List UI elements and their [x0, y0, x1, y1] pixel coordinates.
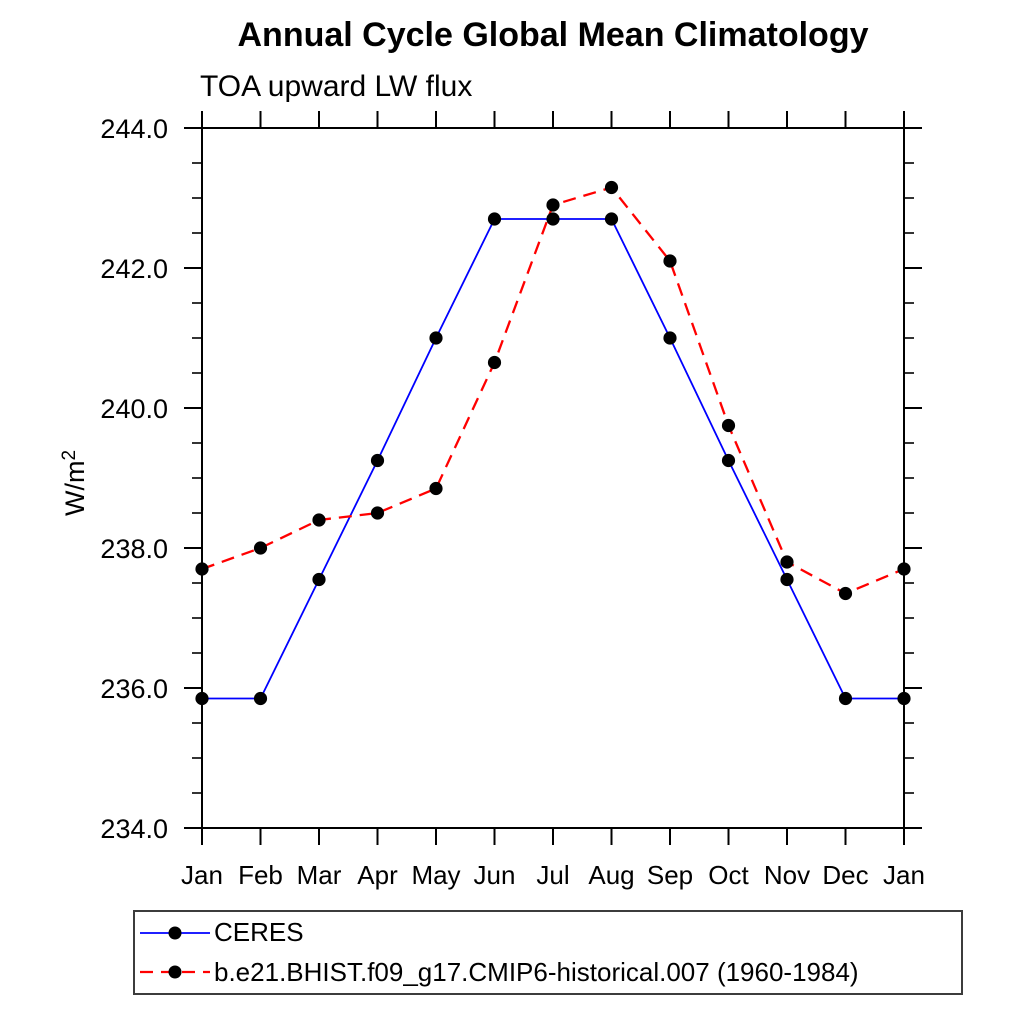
model-data-point-marker [429, 481, 443, 496]
ceres-data-point-marker [429, 331, 443, 345]
x-tick-label: Jul [536, 860, 569, 890]
model-data-point-marker [253, 541, 268, 555]
model-data-point-marker [780, 555, 794, 569]
ceres-data-point-marker [312, 572, 326, 587]
ceres-data-point-marker [897, 691, 911, 706]
ceres-line [202, 218, 904, 700]
y-tick-label: 238.0 [100, 534, 168, 564]
y-tick-label: 242.0 [100, 254, 168, 284]
ceres-data-point-marker [253, 691, 268, 706]
ceres-data-point-marker [721, 453, 736, 468]
x-tick-label: Oct [708, 860, 749, 890]
ceres-data-point-marker [546, 212, 560, 226]
model-data-point-marker [546, 198, 560, 212]
model-data-point-marker [487, 355, 502, 370]
x-tick-label: Jan [883, 860, 925, 890]
model-line [201, 186, 905, 595]
model-line-swatch [140, 965, 210, 979]
ceres-data-point-marker [487, 212, 502, 226]
ceres-data-point-marker [370, 453, 385, 468]
x-tick-label: Dec [822, 860, 868, 890]
model-data-point-marker [604, 180, 619, 195]
x-tick-label: Nov [764, 860, 810, 890]
chart-subtitle: TOA upward LW flux [200, 70, 473, 103]
x-tick-label: Jan [181, 860, 223, 890]
model-swatch-marker [168, 965, 182, 979]
y-tick-label: 236.0 [100, 674, 168, 704]
y-axis-title: W/m2 [59, 450, 90, 516]
model-data-point-marker [195, 562, 209, 576]
legend-item-model: b.e21.BHIST.f09_g17.CMIP6-historical.007… [138, 953, 961, 991]
ceres-data-point-marker [195, 691, 209, 706]
x-tick-label: Jun [474, 860, 516, 890]
ceres-data-point-marker [780, 572, 794, 587]
model-data-point-marker [897, 562, 911, 576]
y-tick-label: 244.0 [100, 114, 168, 144]
model-data-point-marker [312, 513, 326, 527]
legend-item-ceres: CERES [138, 914, 961, 952]
legend-label-model: b.e21.BHIST.f09_g17.CMIP6-historical.007… [214, 956, 859, 987]
model-data-point-marker [370, 506, 385, 520]
x-tick-label: Feb [238, 860, 283, 890]
x-tick-label: Aug [588, 860, 634, 890]
ceres-line-swatch [140, 926, 210, 940]
model-data-point-marker [721, 418, 736, 433]
model-data-point-marker [663, 254, 677, 268]
x-tick-label: Sep [647, 860, 693, 890]
x-tick-label: May [411, 860, 460, 890]
ceres-swatch-marker [168, 926, 182, 940]
plot-frame [201, 127, 905, 829]
ceres-data-point-marker [604, 212, 619, 226]
y-tick-label: 234.0 [100, 814, 168, 844]
legend-label-ceres: CERES [214, 917, 304, 948]
model-data-point-marker [838, 586, 853, 601]
ceres-data-point-marker [663, 331, 677, 345]
x-tick-label: Mar [297, 860, 342, 890]
legend-box: CERES b.e21.BHIST.f09_g17.CMIP6-historic… [133, 910, 963, 995]
y-tick-label: 240.0 [100, 394, 168, 424]
ceres-data-point-marker [838, 691, 853, 706]
chart-title: Annual Cycle Global Mean Climatology [237, 16, 869, 54]
x-tick-label: Apr [357, 860, 398, 890]
